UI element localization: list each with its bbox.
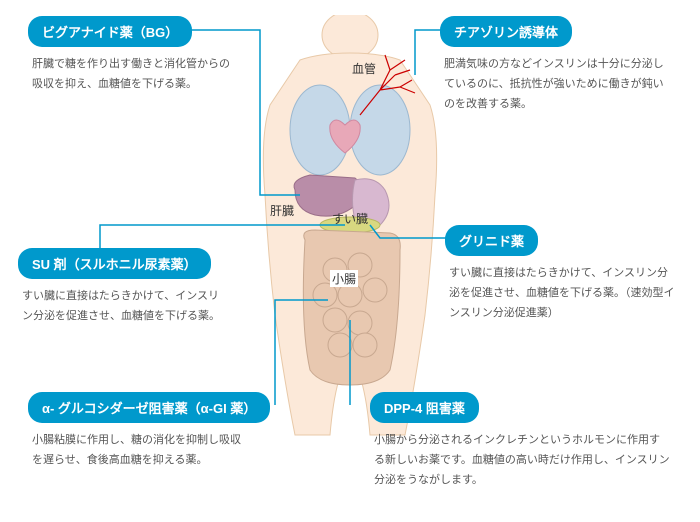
label-vessel: 血管 xyxy=(352,60,376,77)
drug-glinide-title: グリニド薬 xyxy=(445,225,538,256)
drug-dpp4-desc: 小腸から分泌されるインクレチンというホルモンに作用する新しいお薬です。血糖値の高… xyxy=(370,431,670,490)
label-pancreas: すい臓 xyxy=(332,210,368,227)
drug-su: SU 剤（スルホニル尿素薬） すい臓に直接はたらきかけて、インスリン分泌を促進さ… xyxy=(18,248,228,327)
drug-agi: α- グルコシダーゼ阻害薬（α-GI 薬） 小腸粘膜に作用し、糖の消化を抑制し吸… xyxy=(28,392,278,471)
drug-bg-desc: 肝臓で糖を作り出す働きと消化管からの吸収を抑え、血糖値を下げる薬。 xyxy=(28,55,238,95)
anatomy-torso xyxy=(240,15,460,445)
drug-glinide: グリニド薬 すい臓に直接はたらきかけて、インスリン分泌を促進させ、血糖値を下げる… xyxy=(445,225,675,323)
drug-su-desc: すい臓に直接はたらきかけて、インスリン分泌を促進させ、血糖値を下げる薬。 xyxy=(18,287,228,327)
drug-su-title: SU 剤（スルホニル尿素薬） xyxy=(18,248,211,279)
drug-tzd-title: チアゾリン誘導体 xyxy=(440,16,572,47)
drug-glinide-desc: すい臓に直接はたらきかけて、インスリン分泌を促進させ、血糖値を下げる薬。（速効型… xyxy=(445,264,675,323)
drug-bg-title: ビグアナイド薬（BG） xyxy=(28,16,192,47)
label-liver: 肝臓 xyxy=(270,202,294,219)
drug-agi-desc: 小腸粘膜に作用し、糖の消化を抑制し吸収を遅らせ、食後高血糖を抑える薬。 xyxy=(28,431,248,471)
drug-dpp4: DPP-4 阻害薬 小腸から分泌されるインクレチンというホルモンに作用する新しい… xyxy=(370,392,670,490)
drug-tzd: チアゾリン誘導体 肥満気味の方などインスリンは十分に分泌しているのに、抵抗性が強… xyxy=(440,16,670,114)
drug-bg: ビグアナイド薬（BG） 肝臓で糖を作り出す働きと消化管からの吸収を抑え、血糖値を… xyxy=(28,16,238,95)
label-intestine: 小腸 xyxy=(330,270,358,287)
drug-agi-title: α- グルコシダーゼ阻害薬（α-GI 薬） xyxy=(28,392,270,423)
drug-tzd-desc: 肥満気味の方などインスリンは十分に分泌しているのに、抵抗性が強いために働きが鈍い… xyxy=(440,55,670,114)
drug-dpp4-title: DPP-4 阻害薬 xyxy=(370,392,479,423)
